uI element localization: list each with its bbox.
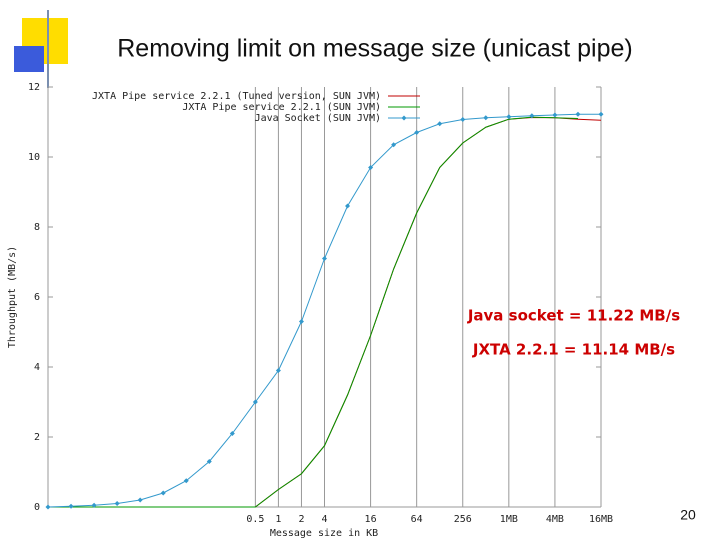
point [45, 504, 51, 510]
x-tick-label: 4 [321, 514, 327, 525]
point [552, 112, 558, 118]
legend-point [401, 115, 407, 121]
x-tick-label: 256 [454, 514, 472, 525]
x-tick-label: 16MB [589, 514, 613, 525]
x-tick-label: 1 [275, 514, 281, 525]
point [91, 502, 97, 508]
y-tick-label: 8 [34, 222, 40, 233]
point [183, 478, 189, 484]
y-tick-label: 12 [28, 82, 40, 93]
point [206, 459, 212, 464]
point [506, 114, 512, 120]
y-tick-label: 10 [28, 152, 40, 163]
x-axis-label: Message size in KB [270, 528, 378, 539]
point [437, 121, 443, 127]
point [68, 503, 74, 509]
y-axis-label: Throughput (MB/s) [7, 246, 18, 348]
x-tick-label: 0.5 [246, 514, 264, 525]
x-tick-label: 16 [365, 514, 377, 525]
y-tick-label: 4 [34, 362, 40, 373]
point [114, 501, 120, 506]
point [298, 319, 304, 324]
point [137, 497, 143, 503]
point [275, 368, 281, 373]
page-number: 20 [680, 507, 696, 523]
annotation: Java socket = 11.22 MB/s [467, 307, 680, 325]
point [368, 165, 374, 170]
point [460, 117, 466, 123]
x-tick-label: 1MB [500, 514, 518, 525]
legend-label: Java Socket (SUN JVM) [255, 113, 381, 124]
y-tick-label: 0 [34, 502, 40, 513]
point [483, 115, 489, 121]
point [229, 431, 235, 436]
point [322, 256, 327, 261]
x-tick-label: 64 [411, 514, 423, 525]
point [391, 142, 397, 148]
point [598, 111, 604, 117]
point [529, 113, 535, 119]
series-line [48, 116, 578, 508]
point [575, 111, 581, 117]
x-tick-label: 2 [298, 514, 304, 525]
point [345, 203, 351, 209]
annotation: JXTA 2.2.1 = 11.14 MB/s [472, 341, 675, 359]
point [414, 130, 420, 135]
x-tick-label: 4MB [546, 514, 564, 525]
slide-title: Removing limit on message size (unicast … [117, 35, 633, 63]
y-tick-label: 2 [34, 432, 40, 443]
point [160, 490, 166, 496]
point [252, 399, 258, 405]
legend-label: JXTA Pipe service 2.2.1 (SUN JVM) [182, 102, 381, 113]
y-tick-label: 6 [34, 292, 40, 303]
legend-label: JXTA Pipe service 2.2.1 (Tuned version, … [92, 91, 381, 102]
decor-blue [14, 46, 44, 72]
